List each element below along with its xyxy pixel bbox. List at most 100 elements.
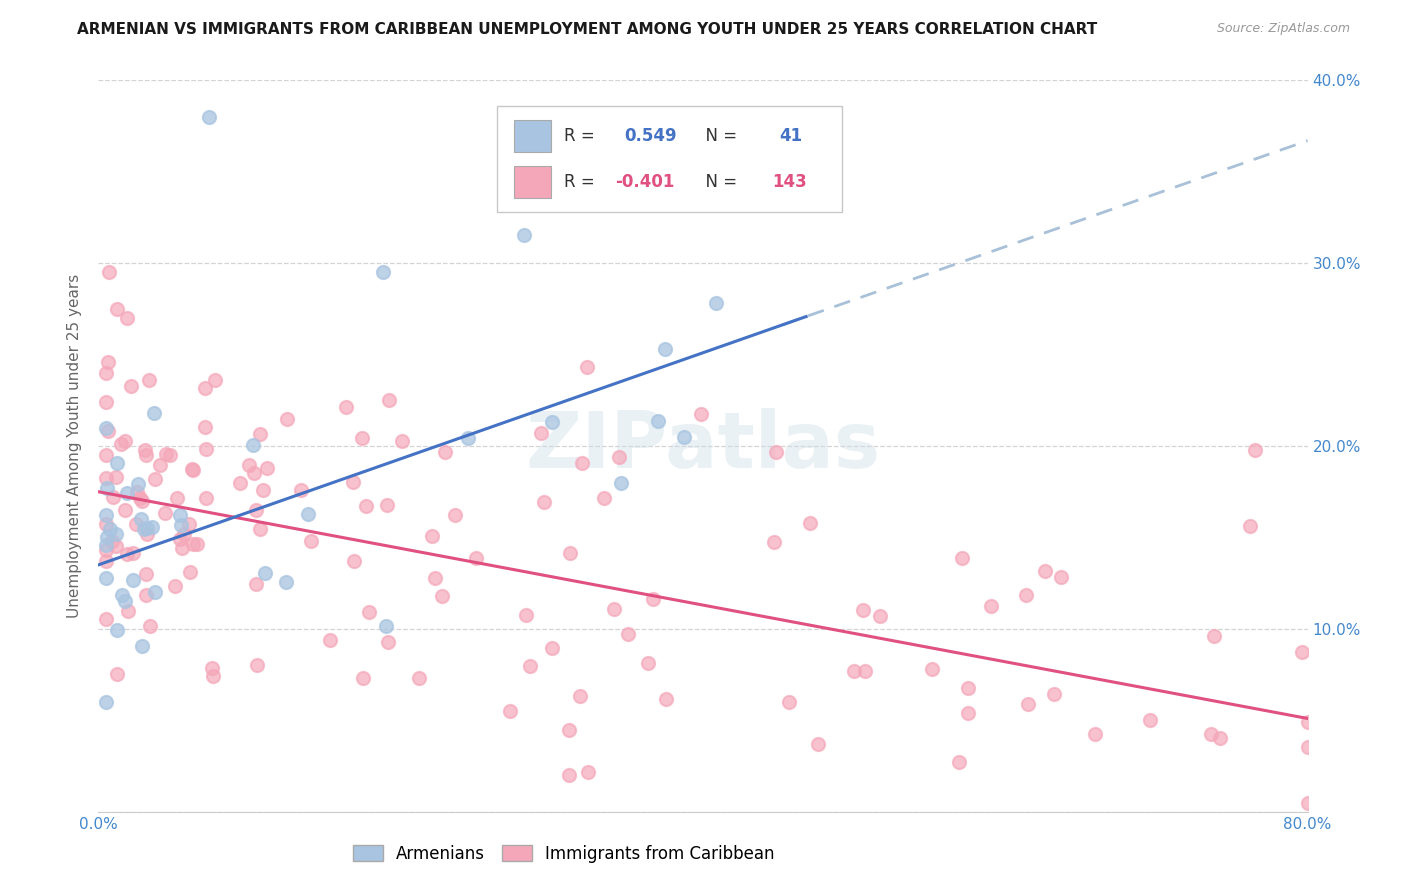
Point (274, 575, 297, 590)
Point (114, 503, 136, 517)
Point (852, 603, 875, 617)
Point (430, 589, 453, 603)
Point (94, 538, 117, 552)
Legend: Armenians, Immigrants from Caribbean: Armenians, Immigrants from Caribbean (346, 838, 782, 869)
Point (169, 518, 191, 533)
Point (299, 534, 322, 549)
Point (94, 516, 117, 531)
Point (94, 449, 117, 463)
Point (541, 641, 564, 656)
Point (111, 588, 134, 602)
Point (457, 431, 479, 445)
Point (105, 456, 128, 470)
Point (377, 634, 399, 648)
Point (444, 508, 467, 523)
Point (704, 295, 727, 310)
Point (131, 493, 153, 508)
Point (533, 495, 555, 509)
Point (181, 463, 204, 477)
Point (105, 667, 128, 681)
Point (391, 434, 413, 448)
Point (94, 542, 117, 557)
Point (956, 706, 979, 720)
Point (141, 520, 163, 534)
Point (980, 599, 1002, 614)
Point (105, 301, 128, 316)
Point (610, 476, 633, 491)
Point (576, 764, 599, 779)
Point (110, 437, 132, 451)
Point (921, 662, 943, 676)
Point (122, 573, 145, 587)
Point (1291, 645, 1313, 659)
Point (165, 579, 187, 593)
Point (179, 565, 201, 579)
Point (104, 539, 127, 553)
Point (617, 627, 640, 641)
Point (149, 458, 172, 473)
Point (1244, 442, 1267, 457)
Point (173, 527, 195, 541)
Point (335, 400, 357, 414)
Point (117, 603, 139, 617)
Point (94, 421, 117, 435)
Point (249, 427, 271, 442)
Point (1015, 588, 1038, 602)
Point (778, 695, 800, 709)
Point (256, 461, 278, 475)
Point (245, 577, 267, 591)
Point (371, 265, 394, 279)
Point (135, 588, 157, 602)
Point (1017, 697, 1039, 711)
Point (201, 661, 224, 675)
Point (655, 692, 678, 706)
Point (420, 528, 443, 542)
Text: -0.401: -0.401 (614, 173, 673, 191)
Point (558, 723, 581, 738)
Point (125, 517, 148, 532)
Point (842, 665, 865, 679)
Point (114, 434, 136, 448)
Point (129, 512, 152, 526)
Text: Source: ZipAtlas.com: Source: ZipAtlas.com (1216, 22, 1350, 36)
Point (408, 671, 430, 685)
Text: R =: R = (564, 128, 605, 145)
Point (194, 381, 217, 395)
Point (853, 664, 876, 678)
Point (1296, 739, 1319, 754)
Point (1296, 796, 1319, 810)
Point (1199, 727, 1222, 741)
Point (100, 533, 122, 548)
Point (242, 438, 264, 452)
Point (97, 424, 120, 438)
Point (799, 516, 821, 530)
Point (352, 671, 374, 685)
Point (135, 567, 157, 582)
Text: 143: 143 (772, 173, 807, 191)
Point (519, 658, 541, 673)
Point (169, 508, 191, 523)
Point (195, 442, 218, 457)
Point (105, 624, 128, 638)
Point (181, 537, 204, 551)
Text: 0.549: 0.549 (624, 128, 678, 145)
Point (135, 449, 157, 463)
Point (425, 571, 447, 585)
Point (593, 491, 616, 505)
Text: R =: R = (564, 173, 600, 191)
Point (290, 483, 312, 498)
Point (132, 522, 155, 536)
Point (139, 619, 162, 633)
Point (375, 498, 398, 512)
Point (673, 430, 696, 444)
Point (138, 373, 160, 387)
Point (115, 486, 138, 500)
Text: N =: N = (695, 128, 747, 145)
Point (229, 476, 252, 491)
FancyBboxPatch shape (515, 166, 551, 198)
Point (180, 462, 202, 476)
Point (155, 447, 177, 461)
Point (342, 475, 364, 489)
Point (950, 551, 973, 566)
Point (94, 612, 117, 626)
